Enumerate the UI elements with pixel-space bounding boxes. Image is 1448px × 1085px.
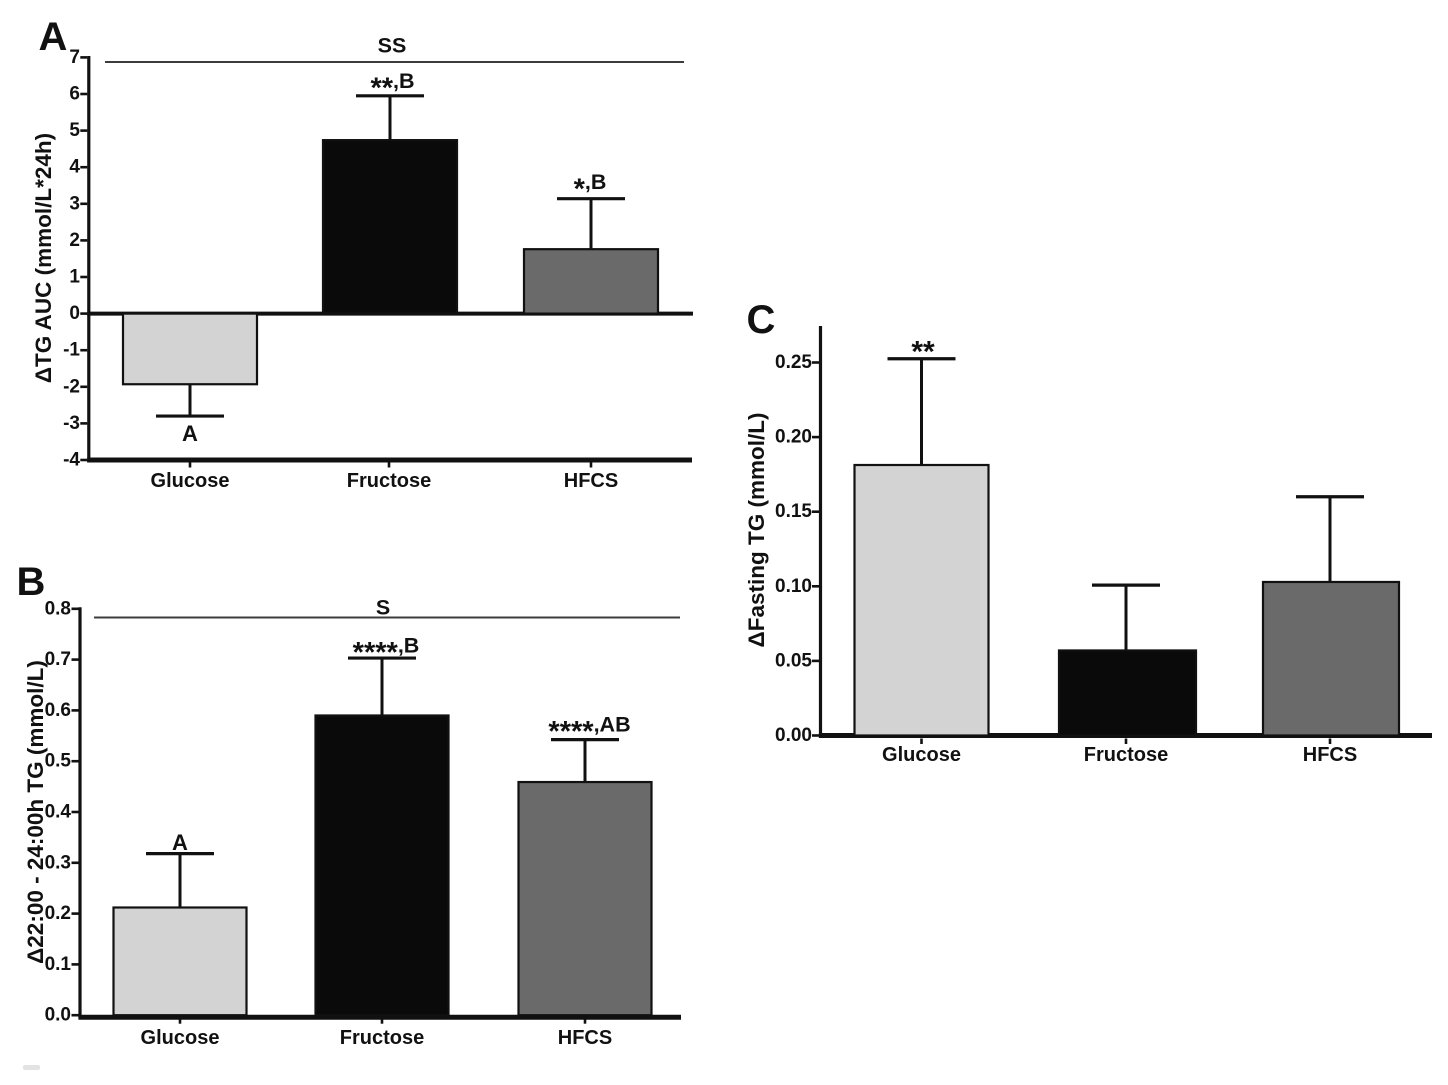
- svg-text:-2: -2: [63, 376, 80, 397]
- svg-text:3: 3: [69, 193, 80, 214]
- svg-text:1: 1: [69, 267, 80, 288]
- svg-text:**: **: [911, 336, 935, 369]
- svg-text:5: 5: [69, 120, 80, 141]
- svg-text:0.4: 0.4: [45, 802, 72, 823]
- svg-text:0: 0: [69, 303, 80, 324]
- svg-text:Glucose: Glucose: [882, 744, 961, 766]
- svg-text:0.0: 0.0: [45, 1005, 71, 1026]
- svg-text:Glucose: Glucose: [151, 470, 230, 492]
- svg-text:A: A: [39, 15, 68, 59]
- svg-text:0.2: 0.2: [45, 903, 71, 924]
- svg-text:ΔTG AUC (mmol/L*24h): ΔTG AUC (mmol/L*24h): [31, 133, 56, 383]
- svg-text:-3: -3: [63, 413, 80, 434]
- svg-text:0.1: 0.1: [45, 954, 72, 975]
- svg-text:****,AB: ****,AB: [548, 713, 630, 748]
- svg-text:Fructose: Fructose: [347, 470, 431, 492]
- svg-text:A: A: [172, 830, 188, 855]
- svg-text:0.10: 0.10: [775, 576, 812, 597]
- svg-text:0.3: 0.3: [45, 852, 71, 873]
- svg-text:6: 6: [69, 84, 80, 105]
- svg-text:7: 7: [69, 47, 80, 68]
- svg-text:Δ22:00 - 24:00h TG (mmol/L): Δ22:00 - 24:00h TG (mmol/L): [23, 660, 48, 964]
- svg-text:C: C: [747, 298, 776, 342]
- svg-text:Fructose: Fructose: [340, 1027, 424, 1049]
- svg-text:HFCS: HFCS: [564, 470, 618, 492]
- svg-text:SS: SS: [378, 34, 407, 58]
- svg-text:0.5: 0.5: [45, 751, 72, 772]
- svg-text:-1: -1: [63, 340, 80, 361]
- svg-text:B: B: [17, 560, 46, 604]
- svg-text:0.20: 0.20: [775, 427, 812, 448]
- svg-text:2: 2: [69, 230, 80, 251]
- svg-text:****,B: ****,B: [353, 634, 420, 669]
- svg-text:0.6: 0.6: [45, 700, 71, 721]
- svg-text:ΔFasting TG (mmol/L): ΔFasting TG (mmol/L): [744, 413, 769, 648]
- svg-text:4: 4: [69, 157, 80, 178]
- svg-text:0.05: 0.05: [775, 650, 812, 671]
- svg-text:0.8: 0.8: [45, 598, 71, 619]
- svg-text:0.15: 0.15: [775, 501, 812, 522]
- svg-text:HFCS: HFCS: [558, 1027, 612, 1049]
- svg-text:*,B: *,B: [574, 170, 607, 205]
- svg-text:0.7: 0.7: [45, 649, 71, 670]
- svg-text:Fructose: Fructose: [1084, 744, 1168, 766]
- svg-text:**,B: **,B: [370, 69, 414, 104]
- svg-text:A: A: [182, 421, 198, 446]
- svg-text:-4: -4: [63, 450, 80, 471]
- svg-text:0.25: 0.25: [775, 352, 812, 373]
- svg-text:0.00: 0.00: [775, 725, 812, 746]
- svg-text:S: S: [376, 596, 390, 620]
- svg-text:Glucose: Glucose: [141, 1027, 220, 1049]
- svg-text:HFCS: HFCS: [1303, 744, 1357, 766]
